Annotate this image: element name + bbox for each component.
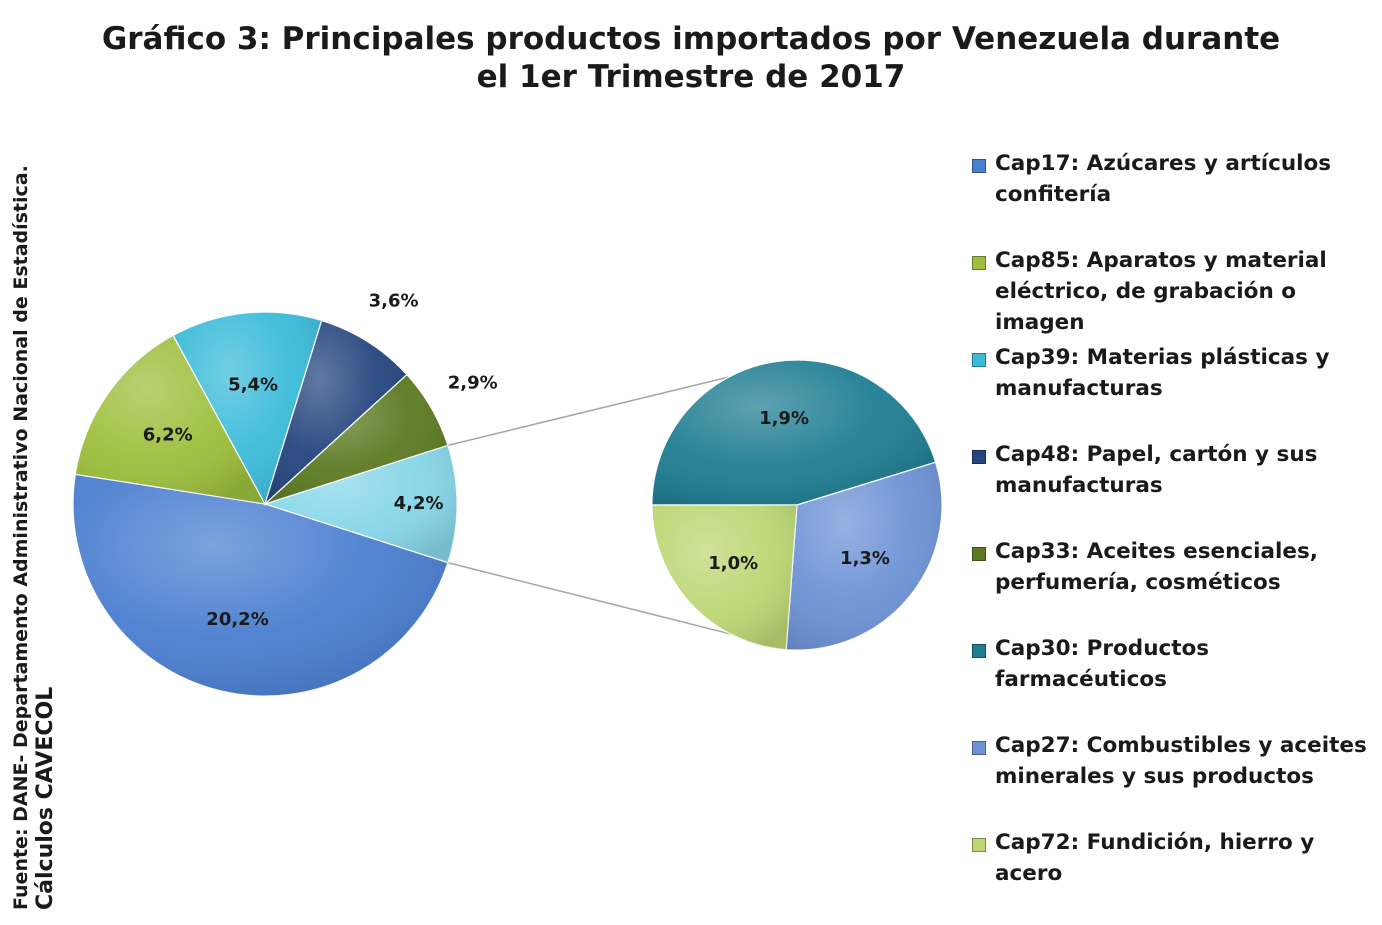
slice-cap72 (651, 504, 798, 651)
legend-swatch (972, 256, 986, 270)
legend-label: Cap85: Aparatos y material eléctrico, de… (995, 248, 1327, 335)
legend-swatch (972, 353, 986, 367)
legend-swatch (972, 547, 986, 561)
legend-label: Cap17: Azúcares y artículos confitería (995, 151, 1332, 207)
legend-item: Cap85: Aparatos y material eléctrico, de… (972, 245, 1377, 338)
data-labels: 4,2% 20,2% 6,2% 5,4% 3,6% 2,9% 1,9% 1,3% 1,0% (143, 290, 890, 629)
legend-item: Cap30: Productos farmacéuticos (972, 633, 1377, 695)
legend-label: Cap30: Productos farmacéuticos (995, 636, 1210, 692)
legend-swatch (972, 644, 986, 658)
legend-label: Cap48: Papel, cartón y sus manufacturas (995, 442, 1318, 498)
secondary-pie (651, 359, 943, 651)
data-label: 1,3% (840, 548, 890, 569)
chart-title-line1: Gráfico 3: Principales productos importa… (101, 21, 1281, 57)
legend-item: Cap72: Fundición, hierro y acero (972, 827, 1377, 889)
legend-item: Cap27: Combustibles y aceites minerales … (972, 730, 1377, 792)
data-label: 2,9% (448, 373, 498, 394)
legend-swatch (972, 838, 986, 852)
legend-swatch (972, 450, 986, 464)
legend-swatch (972, 159, 986, 173)
data-label: 4,2% (394, 493, 444, 514)
legend-label: Cap33: Aceites esenciales, perfumería, c… (995, 539, 1318, 595)
legend-label: Cap72: Fundición, hierro y acero (995, 830, 1315, 886)
data-label: 1,0% (708, 553, 758, 574)
data-label: 20,2% (206, 609, 268, 630)
legend-item: Cap33: Aceites esenciales, perfumería, c… (972, 536, 1377, 598)
legend-item: Cap48: Papel, cartón y sus manufacturas (972, 439, 1377, 501)
legend-item: Cap39: Materias plásticas y manufacturas (972, 342, 1377, 404)
legend-label: Cap27: Combustibles y aceites minerales … (995, 733, 1367, 789)
legend-item: Cap17: Azúcares y artículos confitería (972, 148, 1377, 210)
chart-title: Gráfico 3: Principales productos importa… (0, 20, 1382, 96)
data-label: 5,4% (228, 375, 278, 396)
legend-swatch (972, 741, 986, 755)
legend-label: Cap39: Materias plásticas y manufacturas (995, 345, 1330, 401)
data-label: 3,6% (369, 290, 419, 311)
data-label: 6,2% (143, 424, 193, 445)
data-label: 1,9% (759, 408, 809, 429)
chart-title-line2: el 1er Trimestre de 2017 (476, 59, 906, 95)
